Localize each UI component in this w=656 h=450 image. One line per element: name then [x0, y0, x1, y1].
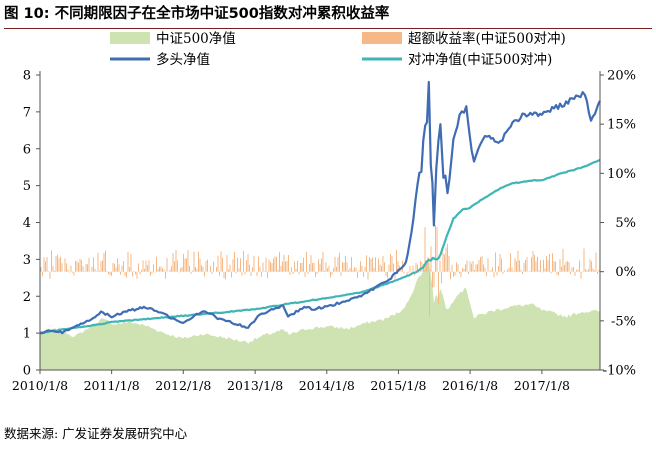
legend-label: 中证500净值: [156, 31, 236, 47]
y-right-tick-label: -10%: [603, 364, 636, 379]
y-left-tick-label: 7: [23, 105, 31, 120]
x-tick-label: 2014/1/8: [299, 378, 355, 393]
y-left-tick-label: 3: [23, 253, 31, 268]
lines-layer: [39, 80, 601, 335]
x-tick-label: 2012/1/8: [155, 378, 211, 393]
x-tick-label: 2010/1/8: [12, 378, 68, 393]
legend-swatch: [362, 32, 402, 44]
hedge-nav-line: [39, 158, 601, 335]
x-tick-label: 2013/1/8: [227, 378, 283, 393]
y-left-tick-label: 4: [23, 216, 31, 231]
y-right-tick-label: 20%: [607, 69, 636, 84]
y-left-tick-label: 5: [23, 179, 31, 194]
y-left-tick-label: 1: [23, 327, 31, 342]
legend-swatch: [110, 32, 150, 44]
chart-svg: 0 1 2 3 4 5 6 7 8 -10% -5% 0% 5% 10% 15% 20% 2010/1/8 201…: [12, 30, 636, 394]
x-tick-label: 2017/1/8: [514, 378, 570, 393]
excess-bars-layer: [40, 224, 600, 317]
index-area-layer: [40, 256, 600, 370]
y-right-tick-label: 15%: [607, 118, 636, 133]
y-left-tick-label: 2: [23, 290, 31, 305]
long-nav-line: [39, 80, 601, 335]
y-left-tick-label: 8: [23, 69, 31, 84]
chart-area: 0 1 2 3 4 5 6 7 8 -10% -5% 0% 5% 10% 15% 20% 2010/1/8 201…: [0, 28, 656, 418]
legend-label: 对冲净值(中证500对冲): [408, 52, 552, 68]
legend-label: 超额收益率(中证500对冲): [408, 30, 566, 47]
axes-layer: 0 1 2 3 4 5 6 7 8 -10% -5% 0% 5% 10% 15% 20% 2010/1/8 201…: [12, 69, 636, 394]
source-note: 数据来源: 广发证券发展研究中心: [4, 426, 188, 441]
legend: 中证500净值 超额收益率(中证500对冲) 多头净值 对冲净值(中证500对冲): [110, 30, 566, 68]
chart-title: 图 10: 不同期限因子在全市场中证500指数对冲累积收益率: [4, 6, 390, 22]
legend-label: 多头净值: [156, 51, 210, 68]
y-right-tick-label: 10%: [607, 167, 636, 182]
y-right-tick-label: -5%: [611, 314, 636, 329]
y-right-tick-label: 5%: [615, 216, 636, 231]
title-divider: [4, 28, 652, 29]
x-tick-label: 2016/1/8: [442, 378, 498, 393]
index-area: [40, 256, 600, 370]
x-tick-label: 2015/1/8: [370, 378, 426, 393]
y-left-tick-label: 6: [23, 142, 31, 157]
y-right-tick-label: 0%: [615, 265, 636, 280]
x-tick-label: 2011/1/8: [84, 378, 140, 393]
y-left-tick-label: 0: [23, 364, 31, 379]
